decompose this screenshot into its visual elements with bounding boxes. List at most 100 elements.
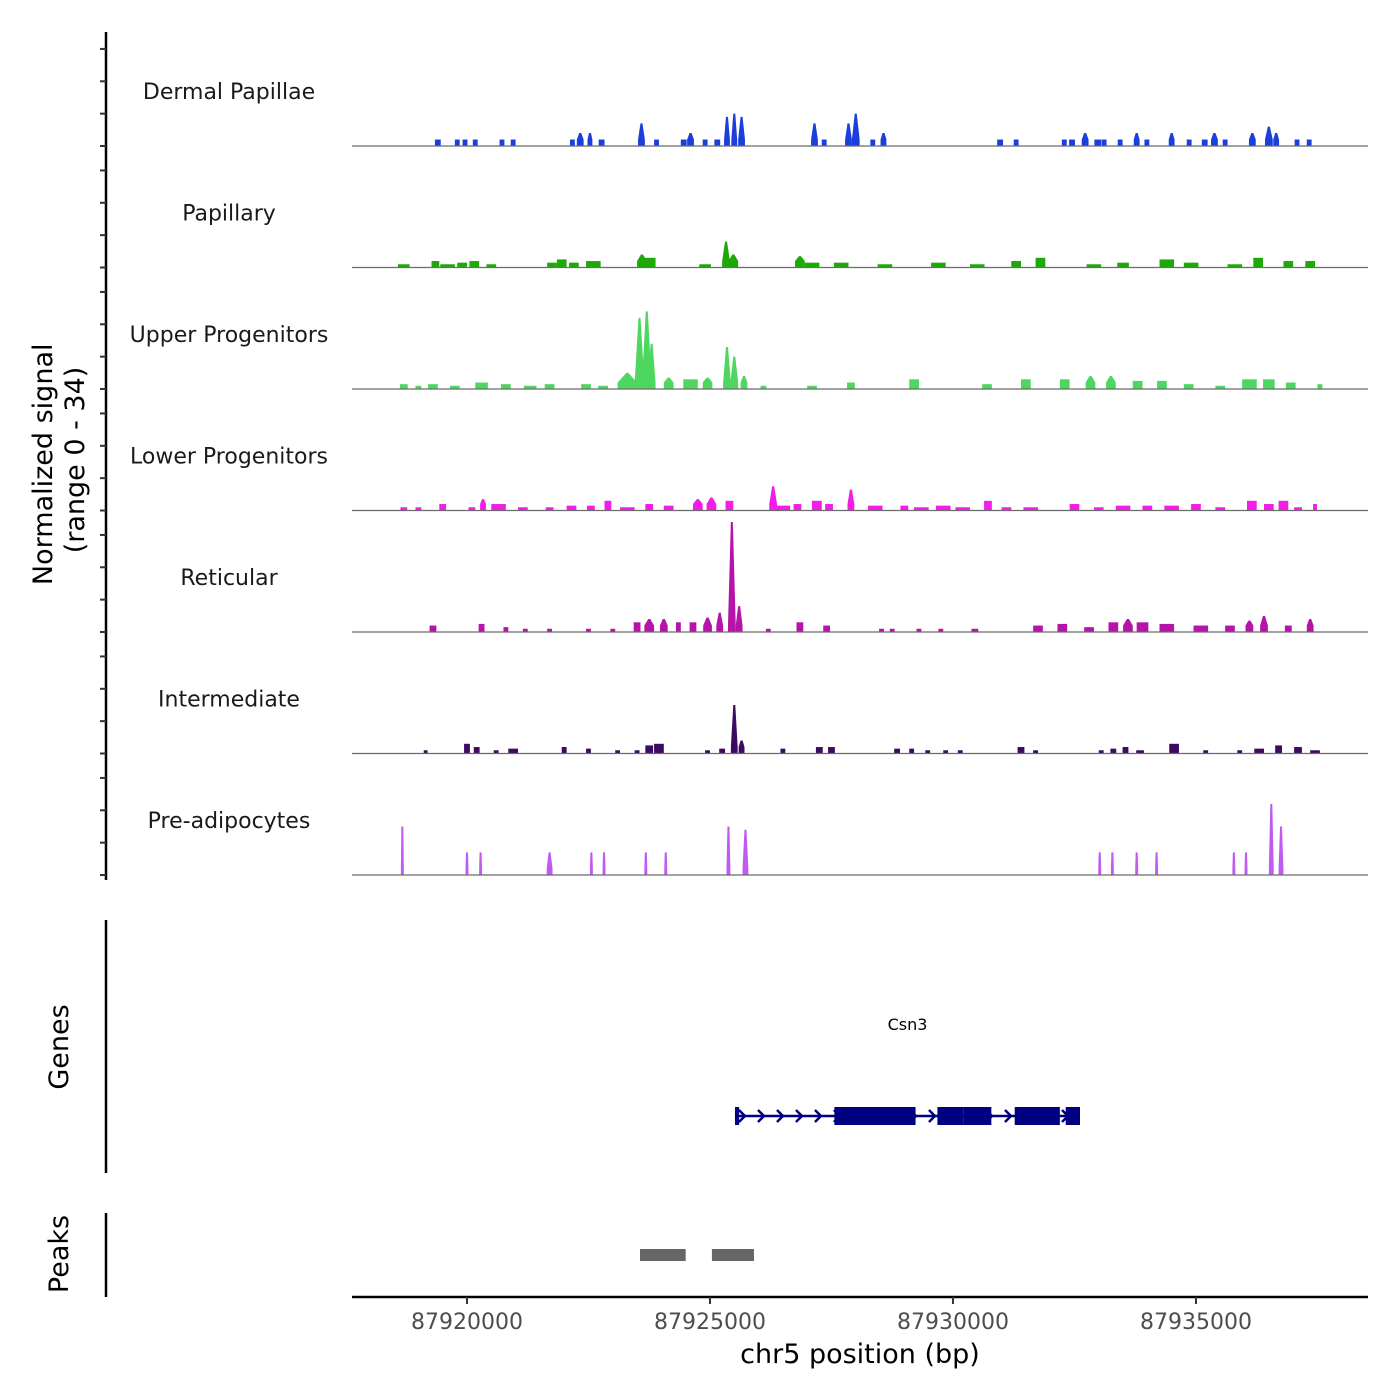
track-pre-adipocytes: Pre-adipocytes xyxy=(148,803,1368,876)
signal-peak xyxy=(1278,826,1284,875)
signal-peak xyxy=(1215,507,1226,511)
signal-peak xyxy=(434,139,441,146)
signal-peak xyxy=(399,384,408,389)
strand-arrow-icon xyxy=(928,1109,937,1123)
x-tick-label: 87935000 xyxy=(1140,1310,1252,1335)
signal-peak xyxy=(633,622,641,632)
signal-peak xyxy=(1168,133,1175,146)
signal-peak xyxy=(731,113,738,146)
signal-peak xyxy=(508,748,519,754)
signal-peak xyxy=(760,385,767,389)
signal-peak xyxy=(523,385,537,389)
signal-peak xyxy=(1033,750,1039,754)
signal-peak xyxy=(1069,139,1075,146)
genes-panel: Csn3 xyxy=(734,1015,1081,1125)
signal-peak xyxy=(1317,384,1323,389)
signal-peak xyxy=(561,747,567,754)
signal-peak xyxy=(740,376,748,389)
signal-peak xyxy=(1144,139,1150,146)
signal-peak xyxy=(812,500,822,511)
signal-peak xyxy=(645,504,654,511)
track-reticular: Reticular xyxy=(180,522,1368,633)
x-tick-label: 87925000 xyxy=(654,1310,766,1335)
signal-peak xyxy=(687,133,694,146)
signal-peak xyxy=(815,747,823,754)
signal-peak xyxy=(804,262,820,268)
signal-peak xyxy=(576,133,584,146)
signal-peak xyxy=(867,505,883,511)
signal-peak xyxy=(796,622,804,632)
signal-peak xyxy=(1305,261,1316,268)
signal-peak xyxy=(997,139,1004,146)
signal-peak xyxy=(587,505,595,511)
signal-peak xyxy=(938,628,944,632)
signal-peak xyxy=(1169,743,1179,754)
signal-peak xyxy=(1285,382,1296,389)
signal-peak xyxy=(1264,126,1273,146)
signal-peak xyxy=(793,504,802,511)
signal-peak xyxy=(663,377,674,389)
signal-peak xyxy=(1275,745,1282,754)
track-label: Intermediate xyxy=(158,688,300,713)
signal-peak xyxy=(769,486,778,511)
signal-peak xyxy=(795,256,805,268)
signal-peak xyxy=(654,743,664,754)
gene-exon xyxy=(1065,1107,1081,1125)
signal-peak xyxy=(472,139,478,146)
signal-peak xyxy=(1237,750,1243,754)
signal-peak xyxy=(479,852,483,875)
signal-peak xyxy=(1155,852,1159,875)
signal-peak xyxy=(1069,504,1080,511)
signal-peak xyxy=(1248,133,1256,146)
signal-peak xyxy=(719,748,726,754)
signal-peak xyxy=(464,743,470,754)
signal-peak xyxy=(397,264,410,268)
y-axis-title: Normalized signal (range 0 - 34) xyxy=(28,335,91,585)
x-tick-label: 87920000 xyxy=(411,1310,523,1335)
peaks-panel-title: Peaks xyxy=(44,1215,75,1293)
signal-peak xyxy=(725,500,734,511)
signal-peak xyxy=(546,852,553,875)
signal-peak xyxy=(1110,748,1117,754)
signal-peak xyxy=(604,500,612,511)
signal-peak xyxy=(462,139,468,146)
peaks-panel xyxy=(639,1249,754,1261)
track-label: Reticular xyxy=(180,566,278,591)
signal-peak xyxy=(1253,257,1264,268)
signal-peak xyxy=(1183,262,1199,268)
signal-peak xyxy=(469,261,480,268)
signal-peak xyxy=(1273,133,1280,146)
signal-peak xyxy=(943,750,949,754)
signal-peak xyxy=(1211,133,1218,146)
signal-peak xyxy=(1136,750,1144,754)
signal-peak xyxy=(1294,507,1302,511)
gene-exon xyxy=(834,1107,916,1125)
signal-peak xyxy=(823,625,831,632)
signal-peak xyxy=(730,356,739,389)
signal-peak xyxy=(880,133,887,146)
signal-peak xyxy=(1101,139,1107,146)
signal-peak xyxy=(727,522,736,632)
coverage-tracks: Dermal Papillae Papillary Upper Progenitor… xyxy=(130,80,1368,876)
signal-peak xyxy=(510,139,516,146)
signal-peak xyxy=(728,254,739,268)
signal-peak xyxy=(706,497,717,511)
signal-peak xyxy=(722,241,730,268)
signal-peak xyxy=(738,740,745,754)
signal-peak xyxy=(1098,750,1104,754)
strand-arrow-icon xyxy=(1004,1109,1013,1123)
signal-peak xyxy=(634,750,640,754)
signal-peak xyxy=(638,123,645,146)
strand-arrow-icon xyxy=(776,1109,785,1123)
signal-peak xyxy=(449,385,460,389)
gene-exon xyxy=(963,1107,992,1125)
signal-peak xyxy=(723,346,731,389)
signal-peak xyxy=(644,852,648,875)
signal-peak xyxy=(705,750,710,754)
track-upper-progenitors: Upper Progenitors xyxy=(130,311,1368,390)
signal-peak xyxy=(914,507,929,511)
signal-peak xyxy=(1117,262,1129,268)
x-axis-ticks: 87920000 87925000 87930000 87935000 xyxy=(411,1297,1252,1335)
signal-peak xyxy=(1306,139,1312,146)
signal-peak xyxy=(1098,852,1102,875)
